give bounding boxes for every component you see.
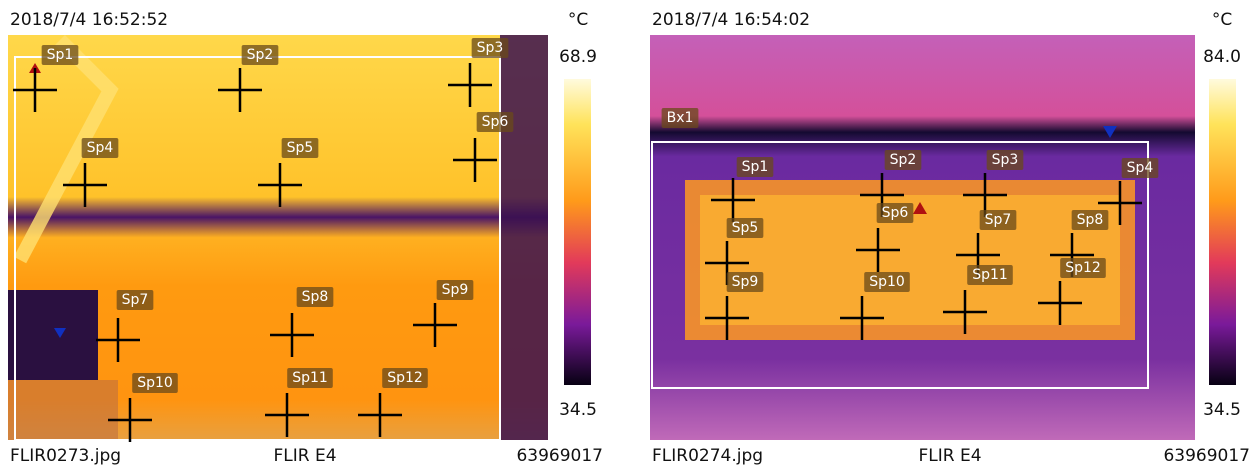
- spot-label: Sp7: [122, 292, 149, 308]
- spot-label: Sp8: [1077, 212, 1104, 228]
- spot-label: Sp12: [1065, 260, 1101, 276]
- label-box: [241, 45, 279, 65]
- spot-label: Sp10: [137, 375, 173, 391]
- filename: FLIR0274.jpg: [652, 446, 763, 466]
- label-box: [436, 280, 474, 300]
- spot-label: Bx1: [667, 110, 694, 126]
- scale-max: 68.9: [559, 47, 597, 67]
- label-box: [287, 368, 333, 388]
- unit: °C: [568, 10, 588, 30]
- label-box: [1121, 158, 1159, 178]
- timestamp: 2018/7/4 16:52:52: [10, 10, 168, 30]
- spot-label: Sp9: [732, 274, 759, 290]
- label-box: [1060, 258, 1106, 278]
- filename: FLIR0273.jpg: [10, 446, 121, 466]
- label-box: [876, 203, 914, 223]
- spot-label: Sp2: [890, 152, 917, 168]
- spot-label: Sp8: [302, 289, 329, 305]
- spot-label: Sp5: [287, 140, 314, 156]
- label-box: [986, 150, 1024, 170]
- scale-min: 34.5: [559, 400, 597, 420]
- label-box: [116, 290, 154, 310]
- label-box: [726, 272, 764, 292]
- timestamp: 2018/7/4 16:54:02: [652, 10, 810, 30]
- spot-label: Sp2: [247, 47, 274, 63]
- spot-label: Sp3: [477, 40, 504, 56]
- spot-label: Sp9: [442, 282, 469, 298]
- spot-label: Sp11: [972, 267, 1008, 283]
- spot-label: Sp5: [732, 220, 759, 236]
- spot-label: Sp3: [992, 152, 1019, 168]
- label-box: [296, 287, 334, 307]
- spot-label: Sp6: [482, 114, 509, 130]
- serial: 63969017: [1163, 446, 1250, 466]
- label-box: [471, 38, 509, 58]
- label-box: [726, 218, 764, 238]
- scale-min: 34.5: [1203, 400, 1241, 420]
- color-scale: [562, 77, 593, 387]
- color-scale: [1207, 77, 1238, 387]
- label-box: [736, 157, 774, 177]
- label-box: [281, 138, 319, 158]
- scale-max: 84.0: [1203, 47, 1241, 67]
- spot-label: Sp10: [869, 274, 905, 290]
- spot-label: Sp1: [742, 159, 769, 175]
- spot-label: Sp11: [292, 370, 328, 386]
- spot-label: Sp4: [87, 140, 114, 156]
- label-box: [81, 138, 119, 158]
- spot-label: Sp7: [985, 212, 1012, 228]
- spot-label: Sp6: [882, 205, 909, 221]
- serial: 63969017: [516, 446, 603, 466]
- spot-label: Sp4: [1127, 160, 1154, 176]
- label-box: [884, 150, 922, 170]
- label-box: [864, 272, 910, 292]
- label-box: [661, 108, 699, 128]
- label-box: [1071, 210, 1109, 230]
- spot-label: Sp12: [387, 370, 423, 386]
- thermal-image-1: [8, 35, 548, 441]
- label-box: [382, 368, 428, 388]
- spot-label: Sp1: [47, 47, 74, 63]
- label-box: [979, 210, 1017, 230]
- unit: °C: [1212, 10, 1232, 30]
- camera: FLIR E4: [273, 446, 336, 466]
- label-box: [476, 112, 514, 132]
- measurement-overlay: Sp1 Sp2 Sp3 Sp4 Sp5 Sp6 Sp7 Sp8 Sp9 Sp10 Sp11 Sp12 S…: [13, 38, 1159, 442]
- camera: FLIR E4: [918, 446, 981, 466]
- label-box: [132, 373, 178, 393]
- label-box: [967, 265, 1013, 285]
- label-box: [41, 45, 79, 65]
